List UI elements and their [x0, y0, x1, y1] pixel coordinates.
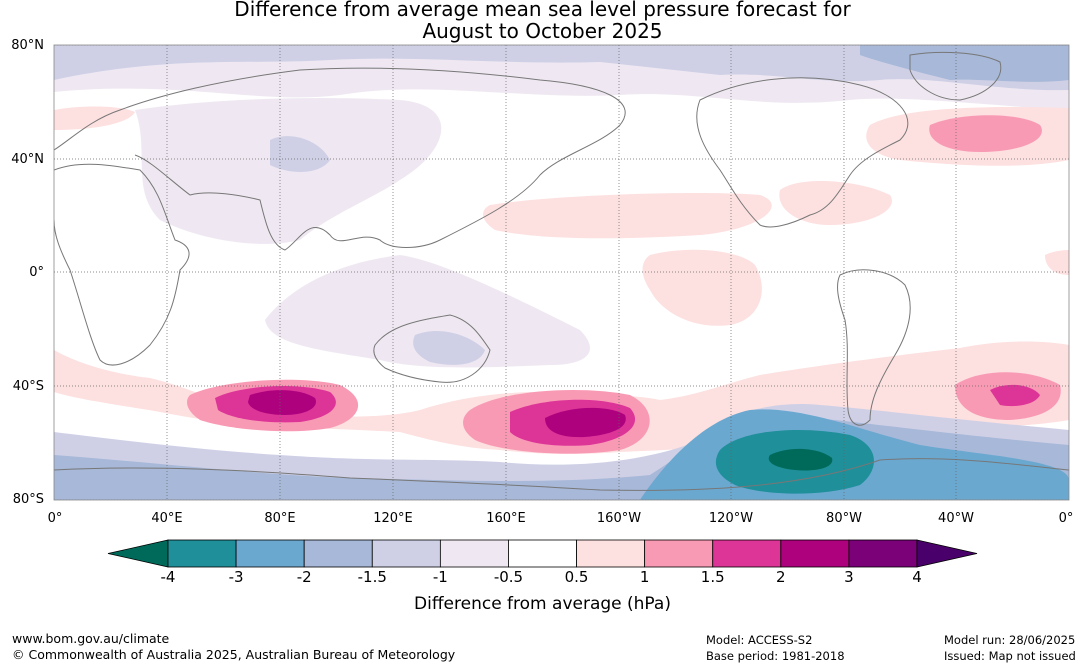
south-america-outline	[837, 269, 911, 426]
antarctica-outline	[54, 458, 1069, 491]
lat-label-80n: 80°N	[11, 38, 44, 53]
colorbar-tick-label: 2	[776, 568, 786, 586]
pacific-pos-30	[545, 407, 626, 438]
eurasia-outline	[54, 67, 626, 251]
colorbar-tick-label: 0.5	[564, 568, 589, 586]
central-pacific-pos	[642, 249, 762, 326]
amundsen-neg-4	[768, 448, 833, 471]
colorbar-swatch	[712, 539, 782, 568]
lon-label-80w: 80°W	[826, 511, 862, 526]
colorbar-tick-label: -1.5	[357, 568, 387, 586]
colorbar-tick-label: -0.5	[493, 568, 524, 586]
colorbar-tick-label: -1	[432, 568, 448, 586]
south-atlantic-pos-20	[990, 384, 1040, 407]
east-atlantic-pos	[1045, 250, 1069, 275]
colorbar-title: Difference from average (hPa)	[414, 594, 671, 614]
lon-label-0-east: 0°	[1058, 511, 1074, 526]
colorbar-tick-label: -4	[160, 568, 176, 586]
lon-label-40e: 40°E	[151, 511, 183, 526]
colorbar-swatch	[848, 539, 918, 568]
colorbar-tick-label: -2	[296, 568, 312, 586]
arctic-band-mid	[54, 45, 1069, 91]
central-asia-neg	[270, 136, 330, 172]
colorbar-tick-label: 1	[639, 568, 650, 586]
lat-label-40n: 40°N	[11, 152, 44, 167]
colorbar-extend-low	[107, 539, 169, 568]
colorbar-swatch	[303, 539, 373, 568]
footer-url[interactable]: www.bom.gov.au/climate	[12, 631, 170, 646]
colorbar-swatch	[576, 539, 646, 568]
lat-label-40s: 40°S	[12, 379, 44, 394]
footer-copyright: © Commonwealth of Australia 2025, Austra…	[12, 647, 456, 662]
colorbar-swatch	[371, 539, 441, 568]
lon-label-160w: 160°W	[596, 511, 642, 526]
colorbar-swatch	[644, 539, 714, 568]
map-title-line-1: Difference from average mean sea level p…	[234, 0, 851, 21]
gridlines	[54, 45, 1069, 500]
colorbar-tick-label: -3	[228, 568, 244, 586]
map-title-line-2: August to October 2025	[422, 19, 663, 43]
map-frame	[53, 44, 1070, 501]
indo-pacific-neg-weak	[265, 255, 590, 368]
colorbar-swatch	[167, 539, 237, 568]
footer-base-period: Base period: 1981-2018	[706, 649, 845, 663]
lon-label-80e: 80°E	[264, 511, 296, 526]
colorbar-swatch	[439, 539, 509, 568]
lon-label-120e: 120°E	[373, 511, 413, 526]
colorbar-tick-label: 3	[844, 568, 854, 586]
north-atlantic-pos-mid	[929, 115, 1042, 152]
colorbar-extend-high	[916, 539, 978, 568]
colorbar-tick-label: 4	[912, 568, 922, 586]
eurasia-neg-weak	[135, 98, 442, 244]
colorbar-tick-label: 1.5	[700, 568, 725, 586]
colorbar-swatch	[780, 539, 850, 568]
colorbar-swatch	[235, 539, 305, 568]
footer-model-run: Model run: 28/06/2025	[944, 633, 1076, 647]
north-pacific-pos	[483, 193, 772, 239]
lon-label-40w: 40°W	[938, 511, 974, 526]
greenland-outline	[909, 51, 1002, 101]
lat-label-0: 0°	[29, 265, 44, 280]
caribbean-pos	[779, 180, 892, 225]
lon-label-160e: 160°E	[486, 511, 526, 526]
footer-model: Model: ACCESS-S2	[706, 633, 813, 647]
africa-outline	[54, 163, 190, 366]
colorbar-swatch	[508, 539, 577, 568]
anomaly-fields	[54, 45, 1069, 500]
indian-ocean-pos-30	[248, 390, 316, 415]
lon-label-0-west: 0°	[47, 511, 63, 526]
australia-outline	[373, 314, 491, 383]
footer-issued: Issued: Map not issued	[944, 649, 1076, 663]
australia-neg	[413, 330, 485, 365]
lat-label-80s: 80°S	[12, 492, 44, 507]
lon-label-120w: 120°W	[708, 511, 754, 526]
